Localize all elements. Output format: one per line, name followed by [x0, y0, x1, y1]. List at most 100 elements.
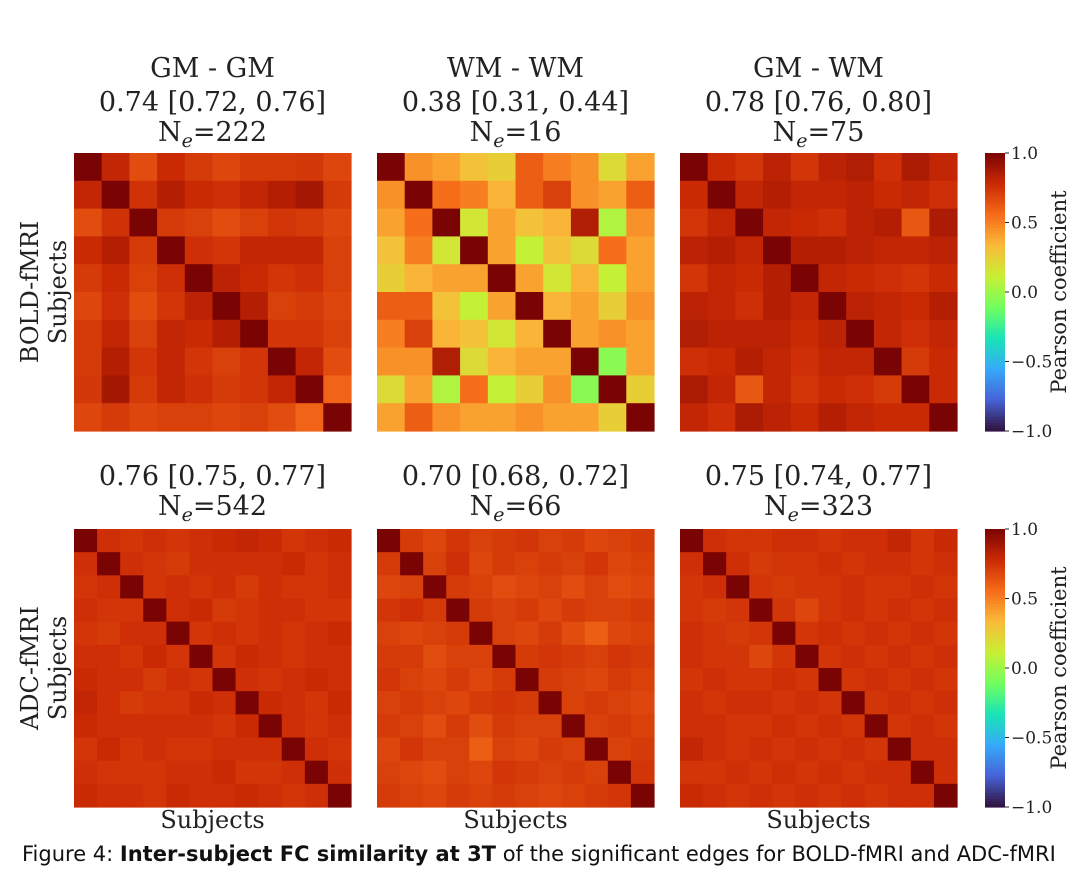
heatmap-cell [492, 714, 517, 739]
heatmap-cell [304, 529, 329, 553]
colorbar-segment [985, 743, 1005, 747]
heatmap-cell [929, 153, 958, 182]
heatmap-cell [120, 714, 144, 739]
colorbar-segment [985, 801, 1005, 805]
heatmap-cell [626, 403, 655, 432]
colorbar-segment [985, 559, 1005, 563]
heatmap-cell [446, 598, 470, 623]
heatmap-cell [258, 668, 283, 692]
heatmap-cell [74, 236, 103, 265]
heatmap-cell [929, 347, 958, 376]
colorbar-segment [985, 328, 1005, 332]
heatmap-cell [212, 575, 237, 600]
heatmap-cell [846, 153, 875, 182]
heatmap-cell [703, 714, 727, 739]
colorbar-segment [985, 665, 1005, 669]
heatmap-cell [212, 691, 237, 715]
heatmap-cell [735, 153, 764, 182]
heatmap-cell [120, 552, 144, 576]
heatmap-cell [538, 621, 563, 646]
heatmap-cell [887, 529, 912, 553]
heatmap-cell [432, 236, 461, 265]
colorbar-segment [985, 258, 1005, 263]
heatmap-cell [377, 552, 401, 576]
heatmap-cell [570, 319, 600, 349]
heatmap-cell [707, 236, 736, 265]
heatmap-cell [543, 292, 572, 321]
colorbar-segment [985, 551, 1005, 555]
heatmap-cell [607, 668, 632, 692]
colorbar-segment [985, 266, 1005, 271]
colorbar-segment [985, 612, 1005, 616]
colorbar-segment [985, 297, 1005, 301]
heatmap-cell [680, 529, 704, 553]
heatmap-cell [607, 783, 632, 808]
heatmap-cell [873, 319, 903, 349]
heatmap-panel-2: WM - WM0.38 [0.31, 0.44]Ne=16 [377, 53, 655, 432]
heatmap-cell [841, 621, 866, 646]
heatmap-cell [538, 529, 563, 553]
heatmap-cell [143, 714, 167, 739]
heatmap-cell [166, 737, 191, 762]
heatmap-cell [703, 783, 727, 808]
heatmap-cell [846, 347, 875, 376]
heatmap-cell [561, 552, 586, 576]
heatmap-cell [607, 691, 632, 715]
heatmap-cell [515, 180, 544, 210]
heatmap-cell [143, 598, 167, 623]
heatmap-cell [630, 760, 655, 785]
heatmap-cell [240, 292, 269, 321]
heatmap-cell [598, 319, 627, 349]
colorbar-segment [985, 164, 1005, 168]
heatmap-cell [538, 644, 563, 669]
colorbar-tick-label: 0.5 [1011, 214, 1038, 234]
heatmap-cell [846, 292, 875, 321]
heatmap-cell [377, 375, 406, 404]
heatmap-cell [487, 180, 517, 210]
heatmap-cell [707, 264, 736, 293]
heatmap-cell [929, 236, 958, 265]
heatmap-cell [400, 691, 424, 715]
heatmap-cell [212, 598, 237, 623]
colorbar-segment [985, 280, 1005, 285]
heatmap-cell [515, 292, 544, 321]
heatmap-cell [404, 347, 433, 376]
heatmap-cell [901, 153, 930, 182]
heatmap-cell [795, 737, 820, 762]
heatmap-cell [97, 783, 121, 808]
heatmap-cell [281, 737, 306, 762]
heatmap-cell [281, 529, 306, 553]
colorbar-segment [985, 350, 1005, 354]
heatmap-cell [795, 598, 820, 623]
colorbar-2: 1.0 0.5 0.0 −0.5 −1.0 Pearson coefficient [985, 520, 1071, 818]
heatmap-cell [910, 691, 935, 715]
heatmap-cell [910, 644, 935, 669]
heatmap-cell [74, 403, 103, 432]
heatmap-cell [735, 403, 764, 432]
heatmap-cell [212, 347, 241, 376]
heatmap-cell [235, 529, 260, 553]
colorbar-segment [985, 403, 1005, 407]
heatmap-cell [680, 575, 704, 600]
heatmap-cell [584, 552, 609, 576]
heatmap-cell [515, 529, 540, 553]
heatmap-cell [630, 714, 655, 739]
heatmap-cell [818, 737, 843, 762]
heatmap-cell [818, 153, 847, 182]
heatmap-cell [873, 208, 903, 237]
heatmap-cell [515, 598, 540, 623]
heatmap-cell [487, 236, 517, 265]
colorbar-segment [985, 542, 1005, 547]
heatmap-cell [703, 668, 727, 692]
heatmap-cell [749, 783, 773, 808]
colorbar-segment [985, 344, 1005, 349]
heatmap-cell [184, 236, 214, 265]
heatmap-cell [873, 236, 903, 265]
heatmap-cell [538, 552, 563, 576]
heatmap-cell [404, 375, 433, 404]
heatmap-cell [469, 783, 494, 808]
heatmap-cell [749, 575, 773, 600]
heatmap-cell [707, 375, 736, 404]
heatmap-cell [212, 644, 237, 669]
